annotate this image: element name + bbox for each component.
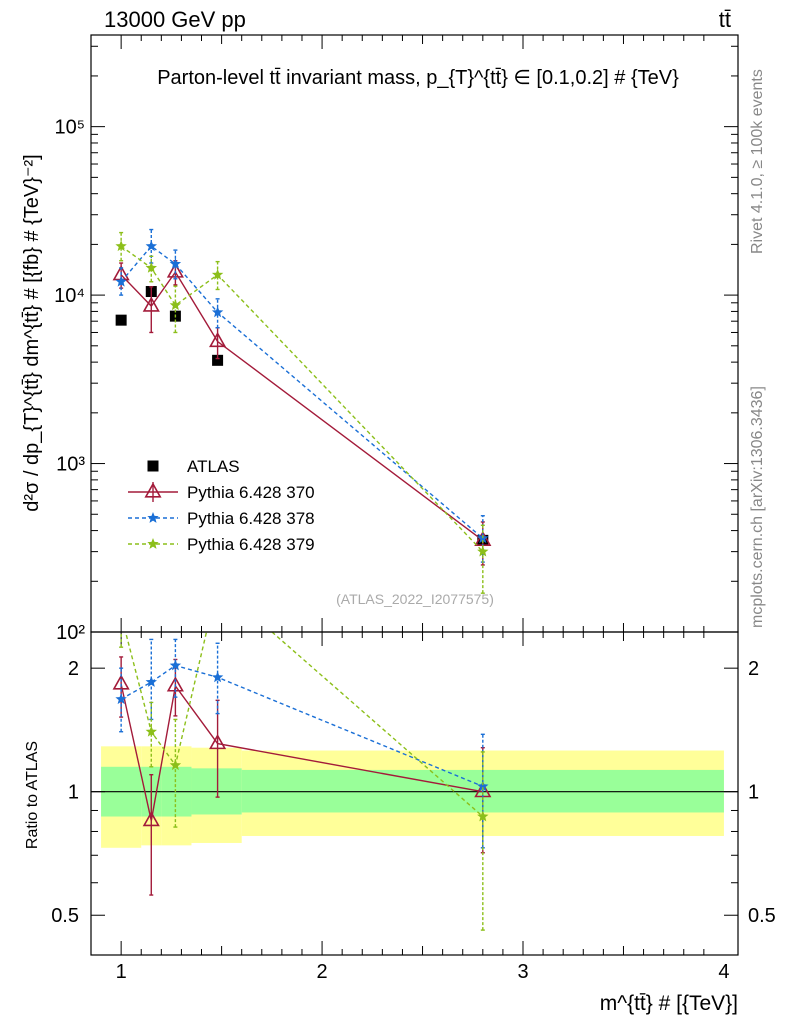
data-point xyxy=(145,261,157,273)
y-tick-label: 10⁴ xyxy=(54,285,85,307)
legend-label: Pythia 6.428 379 xyxy=(187,535,315,554)
analysis-watermark: (ATLAS_2022_I2077575) xyxy=(336,591,494,607)
x-tick-label: 1 xyxy=(116,961,127,983)
series-line xyxy=(120,245,484,553)
data-point xyxy=(169,299,182,311)
ratio-y-tick-label-right: 1 xyxy=(748,782,759,804)
data-point xyxy=(211,671,224,683)
rivet-version-label: Rivet 4.1.0, ≥ 100k events xyxy=(749,69,766,254)
data-point xyxy=(212,354,224,366)
data-point xyxy=(477,780,489,792)
x-axis-label: m^{tt̄} # [{TeV}] xyxy=(600,992,738,1015)
x-tick-label: 4 xyxy=(718,961,729,983)
ratio-y-tick-label-right: 2 xyxy=(748,658,759,680)
x-tick-label: 2 xyxy=(317,961,328,983)
ratio-y-axis-label: Ratio to ATLAS xyxy=(24,741,41,849)
ratio-y-tick-label-left: 1 xyxy=(68,782,79,804)
y-tick-label: 10³ xyxy=(56,454,85,476)
main-y-axis-label: d²σ / dp_{T}^{tt̄} dm^{tt̄} # [{fb} # {T… xyxy=(21,154,43,511)
data-point xyxy=(209,331,227,348)
data-point xyxy=(211,306,224,318)
y-tick-label: 10² xyxy=(56,622,85,644)
legend: ATLAS Pythia 6.428 370 Pythia 6.428 378 Pyt… xyxy=(128,457,315,554)
data-point xyxy=(142,811,160,827)
data-point xyxy=(145,725,157,737)
legend-item-pythia-6-428-370: Pythia 6.428 370 xyxy=(128,482,315,502)
legend-label: ATLAS xyxy=(187,457,240,476)
ratio-y-tick-label-right: 0.5 xyxy=(748,905,776,927)
legend-item-atlas: ATLAS xyxy=(147,457,240,476)
header-left: 13000 GeV pp xyxy=(104,7,246,32)
data-point xyxy=(477,810,489,822)
data-point xyxy=(169,659,182,671)
data-point xyxy=(142,296,160,312)
series-pythia-6-428-379 xyxy=(115,578,489,931)
series-pythia-6-428-378 xyxy=(115,228,489,563)
series-pythia-6-428-379 xyxy=(115,231,489,594)
data-point xyxy=(115,314,127,326)
data-point xyxy=(477,545,489,557)
data-point xyxy=(115,275,127,287)
legend-item-pythia-6-428-378: Pythia 6.428 378 xyxy=(128,509,315,528)
data-point xyxy=(115,240,127,252)
ratio-y-tick-label-left: 0.5 xyxy=(51,905,79,927)
series-atlas xyxy=(115,286,489,546)
ratio-panel: 0.5 0.5 1 1 2 2 1 2 3 4 Ratio to ATLAS m^{tt̄} # … xyxy=(24,578,776,1015)
legend-marker xyxy=(147,538,159,549)
main-title: Parton-level tt̄ invariant mass, p_{T}^{… xyxy=(157,67,679,89)
header-right: tt̄ xyxy=(719,7,731,32)
legend-label: Pythia 6.428 370 xyxy=(187,483,315,502)
legend-item-pythia-6-428-379: Pythia 6.428 379 xyxy=(128,535,315,554)
legend-marker xyxy=(144,482,162,498)
data-point xyxy=(212,578,223,589)
legend-label: Pythia 6.428 378 xyxy=(187,509,315,528)
y-tick-label: 10⁵ xyxy=(54,117,85,139)
data-point xyxy=(145,240,157,252)
legend-marker xyxy=(147,460,159,472)
data-point xyxy=(169,258,182,269)
x-tick-label: 3 xyxy=(517,961,528,983)
ratio-y-tick-label-left: 2 xyxy=(68,658,79,680)
data-point xyxy=(211,268,224,280)
legend-marker xyxy=(147,512,159,523)
data-point xyxy=(169,759,182,771)
data-point xyxy=(115,609,126,620)
mcplots-label: mcplots.cern.ch [arXiv:1306.3436] xyxy=(749,386,766,628)
data-point xyxy=(209,733,227,750)
main-panel: 10² 10³ 10⁴ 10⁵ Parton-level tt̄ invariant … xyxy=(21,34,739,644)
data-point xyxy=(112,674,130,690)
series-line xyxy=(120,245,484,539)
ratio-frame xyxy=(90,631,739,956)
data-point xyxy=(115,693,127,705)
data-point xyxy=(145,676,157,687)
